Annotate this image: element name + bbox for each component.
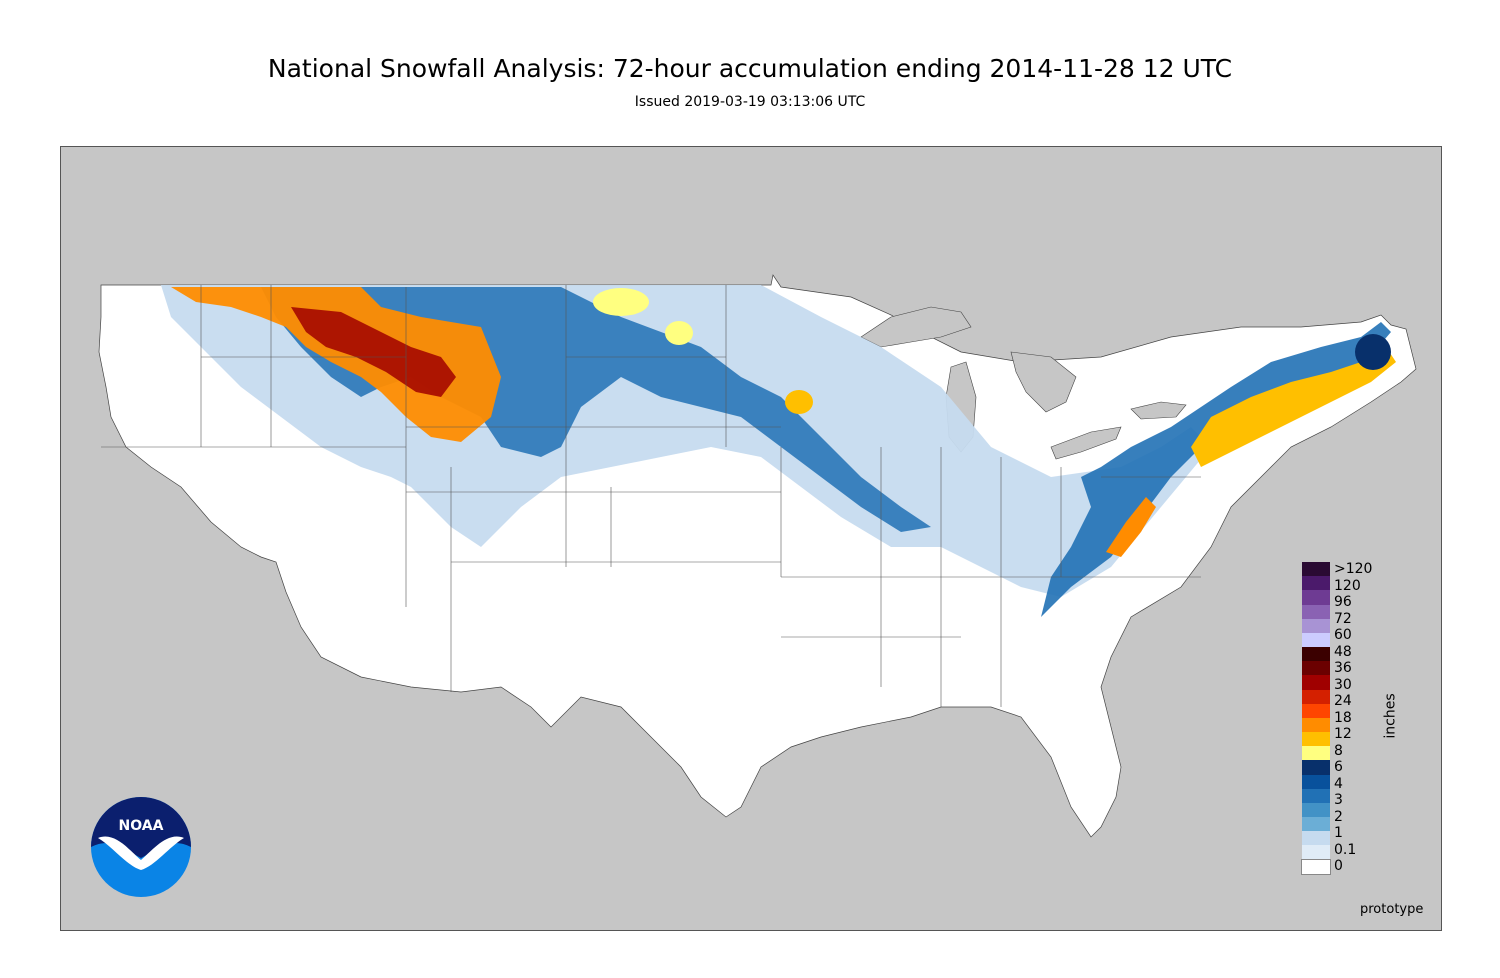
legend-label: 3 (1334, 792, 1343, 808)
legend-swatch (1302, 661, 1330, 676)
legend-swatch (1302, 675, 1330, 690)
legend-swatch (1302, 760, 1330, 775)
legend-label: 12 (1334, 726, 1352, 742)
lake-superior (860, 306, 972, 348)
legend-swatch (1302, 845, 1330, 860)
lake-ontario (1130, 401, 1187, 420)
noaa-logo-text: NOAA (119, 818, 164, 834)
lake-huron (1010, 351, 1077, 413)
legend-unit-label: inches (1382, 693, 1399, 739)
legend-label: 2 (1334, 808, 1343, 825)
map-canvas (98, 274, 1417, 838)
legend-swatch (1302, 732, 1330, 747)
legend-swatch (1302, 590, 1330, 605)
legend-swatch (1302, 817, 1330, 832)
legend-label: 8 (1334, 742, 1343, 759)
legend-swatch (1302, 632, 1330, 648)
legend-label: 72 (1334, 610, 1352, 627)
legend-label: 36 (1334, 660, 1352, 676)
legend-label: 96 (1334, 594, 1352, 610)
legend-swatch (1302, 618, 1330, 633)
snow-heavy-appalachian (1106, 497, 1156, 557)
legend-swatch (1302, 703, 1330, 718)
snowfall-map (60, 146, 1442, 931)
legend-swatch (1302, 802, 1330, 818)
legend-swatch (1302, 647, 1330, 662)
legend-label: 4 (1334, 775, 1343, 792)
prototype-label: prototype (1360, 902, 1424, 917)
snow-extreme-rockies (291, 307, 456, 397)
legend-swatch (1302, 576, 1330, 591)
legend-swatch (1302, 788, 1330, 803)
legend-label: 6 (1334, 759, 1343, 775)
snow-patch-montana (593, 288, 649, 316)
legend-label: 120 (1334, 577, 1361, 594)
lake-erie (1050, 426, 1122, 460)
issued-timestamp: Issued 2019-03-19 03:13:06 UTC (634, 94, 866, 110)
legend-label: 24 (1334, 693, 1352, 709)
legend-swatch (1301, 858, 1331, 875)
legend-label: >120 (1334, 561, 1373, 577)
legend-swatch (1302, 562, 1330, 577)
legend-label: 60 (1334, 627, 1352, 643)
legend-label: 1 (1334, 825, 1343, 841)
state-boundaries (101, 285, 1201, 707)
legend-label: 30 (1334, 676, 1352, 693)
legend-label: 0 (1334, 858, 1343, 874)
legend-swatch (1302, 746, 1330, 761)
snow-patch-maine (1355, 334, 1391, 370)
legend-swatch (1302, 604, 1330, 619)
snow-heavy-rockies (171, 287, 501, 442)
legend-label: 18 (1334, 709, 1352, 726)
legend-swatch (1302, 831, 1330, 846)
legend-swatch (1302, 689, 1330, 704)
map-title: National Snowfall Analysis: 72-hour accu… (267, 54, 1233, 83)
snow-patch-minnesota (785, 390, 813, 414)
snow-patch-dakota (665, 321, 693, 345)
legend-label: 0.1 (1334, 841, 1357, 858)
legend-label: 48 (1334, 643, 1352, 660)
noaa-logo: NOAA (91, 797, 191, 897)
snow-heavy-northeast (1191, 347, 1396, 467)
color-legend (1301, 562, 1331, 875)
legend-swatch (1302, 774, 1330, 789)
legend-swatch (1302, 717, 1330, 733)
